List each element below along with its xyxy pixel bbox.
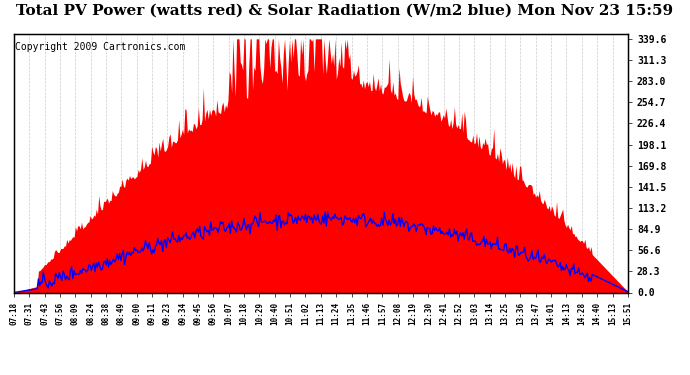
- Text: Total PV Power (watts red) & Solar Radiation (W/m2 blue) Mon Nov 23 15:59: Total PV Power (watts red) & Solar Radia…: [17, 4, 673, 18]
- Text: Copyright 2009 Cartronics.com: Copyright 2009 Cartronics.com: [15, 42, 186, 51]
